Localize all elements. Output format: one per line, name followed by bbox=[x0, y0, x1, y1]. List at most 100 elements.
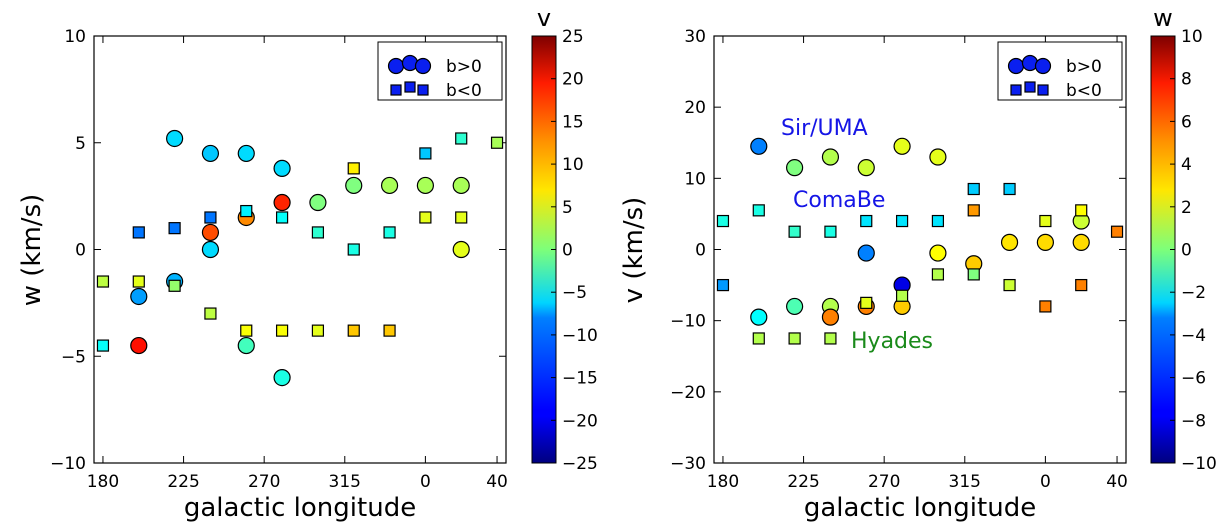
data-point-square bbox=[240, 324, 253, 337]
y-tick-label: −10 bbox=[670, 312, 706, 332]
plot-area: 180 225 270 315 0 40 −30 −20 −10 0 10 20 30 bbox=[670, 27, 1128, 492]
legend-circle-marker bbox=[1034, 57, 1052, 75]
legend-square-marker bbox=[404, 81, 416, 93]
data-point-circle bbox=[1036, 233, 1054, 251]
y-tick-label: 30 bbox=[684, 27, 706, 47]
data-point-square bbox=[895, 289, 909, 302]
data-point-circle bbox=[237, 336, 255, 355]
y-tick-label: 0 bbox=[695, 241, 706, 261]
data-point-square bbox=[716, 214, 730, 228]
y-tick-label: −30 bbox=[670, 454, 706, 474]
data-point-square bbox=[1039, 300, 1052, 313]
legend-label-b-neg: b<0 bbox=[1066, 81, 1102, 101]
data-point-circle bbox=[786, 297, 804, 316]
data-point-square bbox=[311, 226, 325, 239]
colorbar-tick-label: −10 bbox=[1181, 454, 1217, 474]
data-point-square bbox=[419, 147, 432, 160]
annotation-hyades: Hyades bbox=[851, 329, 933, 354]
colorbar-tick-label: 10 bbox=[562, 155, 584, 175]
colorbar-tick-label: −2 bbox=[1181, 283, 1206, 303]
data-point-square bbox=[96, 275, 110, 288]
y-axis-label: v (km/s) bbox=[619, 197, 649, 304]
data-point-circle bbox=[380, 176, 399, 195]
data-point-circle bbox=[130, 336, 148, 355]
x-tick-label: 40 bbox=[486, 472, 508, 492]
data-point-square bbox=[383, 324, 396, 337]
data-point-square bbox=[419, 211, 432, 224]
data-point-square bbox=[967, 204, 980, 217]
data-point-square bbox=[168, 222, 181, 235]
data-point-square bbox=[204, 307, 217, 320]
data-point-circle bbox=[201, 223, 220, 242]
plot-area: 180 225 270 315 0 40 −10 −5 0 5 10 bbox=[50, 27, 508, 492]
colorbar-tick-label: −4 bbox=[1181, 326, 1206, 346]
data-point-square bbox=[347, 162, 360, 175]
data-point-square bbox=[860, 296, 873, 309]
data-point-square bbox=[895, 214, 909, 228]
x-tick-label: 180 bbox=[707, 472, 739, 492]
legend-label-b-pos: b>0 bbox=[1066, 57, 1102, 77]
data-point-circle bbox=[309, 193, 327, 212]
data-point-circle bbox=[273, 159, 291, 177]
colorbar-tick-label: 4 bbox=[1181, 155, 1192, 175]
data-point-circle bbox=[273, 369, 291, 387]
data-point-square bbox=[168, 279, 181, 292]
data-point-circle bbox=[345, 176, 363, 195]
annotation-sir-uma: Sir/UMA bbox=[781, 116, 868, 141]
data-point-square bbox=[752, 332, 765, 345]
legend-label-b-neg: b<0 bbox=[446, 81, 482, 101]
colorbar-tick-label: 25 bbox=[562, 27, 584, 47]
colorbar-tick-label: 0 bbox=[1181, 241, 1192, 261]
data-point-square bbox=[240, 204, 253, 218]
data-point-square bbox=[132, 275, 145, 288]
data-point-square bbox=[490, 136, 504, 149]
colorbar-tick-label: −10 bbox=[562, 326, 598, 346]
data-point-square bbox=[455, 132, 468, 145]
legend-square-marker bbox=[1024, 81, 1036, 93]
data-point-square bbox=[1075, 278, 1088, 292]
data-point-circle bbox=[893, 137, 911, 155]
data-point-circle bbox=[237, 144, 255, 163]
legend-square-marker bbox=[1037, 84, 1049, 96]
colorbar-label: w bbox=[1153, 4, 1173, 32]
colorbar-tick-label: 6 bbox=[1181, 112, 1192, 132]
legend-circle-marker bbox=[414, 57, 432, 75]
x-tick-label: 40 bbox=[1106, 472, 1128, 492]
data-point-square bbox=[1110, 225, 1124, 238]
chart-w-vs-longitude: 180 225 270 315 0 40 −10 −5 0 5 10 w (km/s) galact… bbox=[17, 4, 598, 523]
data-point-square bbox=[824, 225, 837, 238]
data-point-square bbox=[967, 182, 980, 196]
legend-square-marker bbox=[417, 84, 429, 96]
x-tick-label: 315 bbox=[329, 472, 361, 492]
legend-square-marker bbox=[1010, 84, 1022, 96]
x-tick-label: 270 bbox=[868, 472, 900, 492]
colorbar-label: v bbox=[537, 4, 551, 32]
data-point-circle bbox=[416, 176, 434, 195]
x-tick-label: 315 bbox=[949, 472, 981, 492]
colorbar-tick-label: −8 bbox=[1181, 411, 1206, 431]
colorbar: −25 −20 −15 −10 −5 0 5 10 15 20 25 v bbox=[531, 4, 598, 474]
data-point-circle bbox=[857, 244, 875, 262]
x-tick-label: 270 bbox=[248, 472, 280, 492]
data-point-circle bbox=[130, 287, 148, 306]
x-tick-label: 180 bbox=[87, 472, 119, 492]
data-point-circle bbox=[166, 129, 184, 148]
x-tick-label: 0 bbox=[1040, 472, 1051, 492]
y-axis-label: w (km/s) bbox=[17, 194, 47, 307]
data-point-circle bbox=[1000, 233, 1019, 251]
data-point-square bbox=[383, 226, 396, 239]
x-tick-label: 225 bbox=[167, 472, 199, 492]
colorbar-tick-label: 5 bbox=[562, 198, 573, 218]
y-tick-label: −5 bbox=[61, 347, 86, 367]
data-point-square bbox=[96, 339, 110, 352]
data-point-circle bbox=[273, 193, 291, 212]
data-point-square bbox=[455, 211, 468, 224]
data-point-square bbox=[1039, 214, 1052, 228]
data-point-square bbox=[931, 268, 945, 281]
y-tick-label: 5 bbox=[75, 134, 86, 154]
colorbar-tick-label: 10 bbox=[1181, 27, 1203, 47]
legend-square-marker bbox=[390, 84, 402, 96]
data-point-square bbox=[860, 214, 873, 228]
colorbar-tick-label: −6 bbox=[1181, 369, 1206, 389]
